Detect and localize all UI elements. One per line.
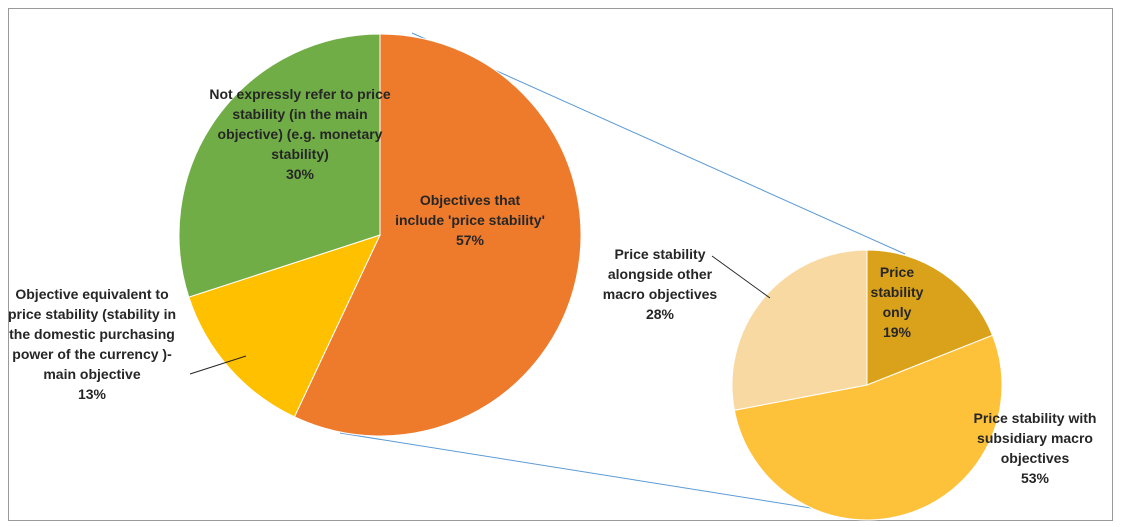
chart-frame bbox=[8, 8, 1113, 521]
pie-slice bbox=[731, 249, 868, 411]
data-label: Price stability with subsidiary macro ob… bbox=[953, 408, 1118, 488]
category-label: Price stability with subsidiary macro ob… bbox=[973, 410, 1097, 466]
pie-slice bbox=[733, 334, 1003, 521]
category-label: Objectives that include 'price stability… bbox=[395, 192, 545, 228]
value-label: 57% bbox=[455, 232, 485, 248]
pie-slice bbox=[866, 249, 994, 386]
category-label: Not expressly refer to price stability (… bbox=[209, 86, 391, 162]
pie-slice bbox=[293, 33, 582, 437]
leader-line bbox=[711, 255, 771, 299]
pie-slice bbox=[188, 234, 381, 418]
data-label: Price stability alongside other macro ob… bbox=[600, 244, 720, 324]
category-label: Price stability alongside other macro ob… bbox=[602, 246, 718, 302]
category-label: Objective equivalent to price stability … bbox=[7, 286, 177, 382]
data-label: Objectives that include 'price stability… bbox=[395, 190, 545, 250]
value-label: 19% bbox=[882, 324, 912, 340]
data-label: Not expressly refer to price stability (… bbox=[202, 84, 398, 184]
data-label: Objective equivalent to price stability … bbox=[4, 284, 180, 404]
pie-slice bbox=[178, 33, 381, 298]
value-label: 53% bbox=[1020, 470, 1050, 486]
category-label: Price stability only bbox=[870, 264, 924, 320]
connector-line bbox=[339, 432, 881, 520]
data-label: Price stability only 19% bbox=[862, 262, 932, 342]
value-label: 30% bbox=[285, 166, 315, 182]
leader-line bbox=[189, 355, 247, 375]
value-label: 28% bbox=[645, 306, 675, 322]
value-label: 13% bbox=[77, 386, 107, 402]
